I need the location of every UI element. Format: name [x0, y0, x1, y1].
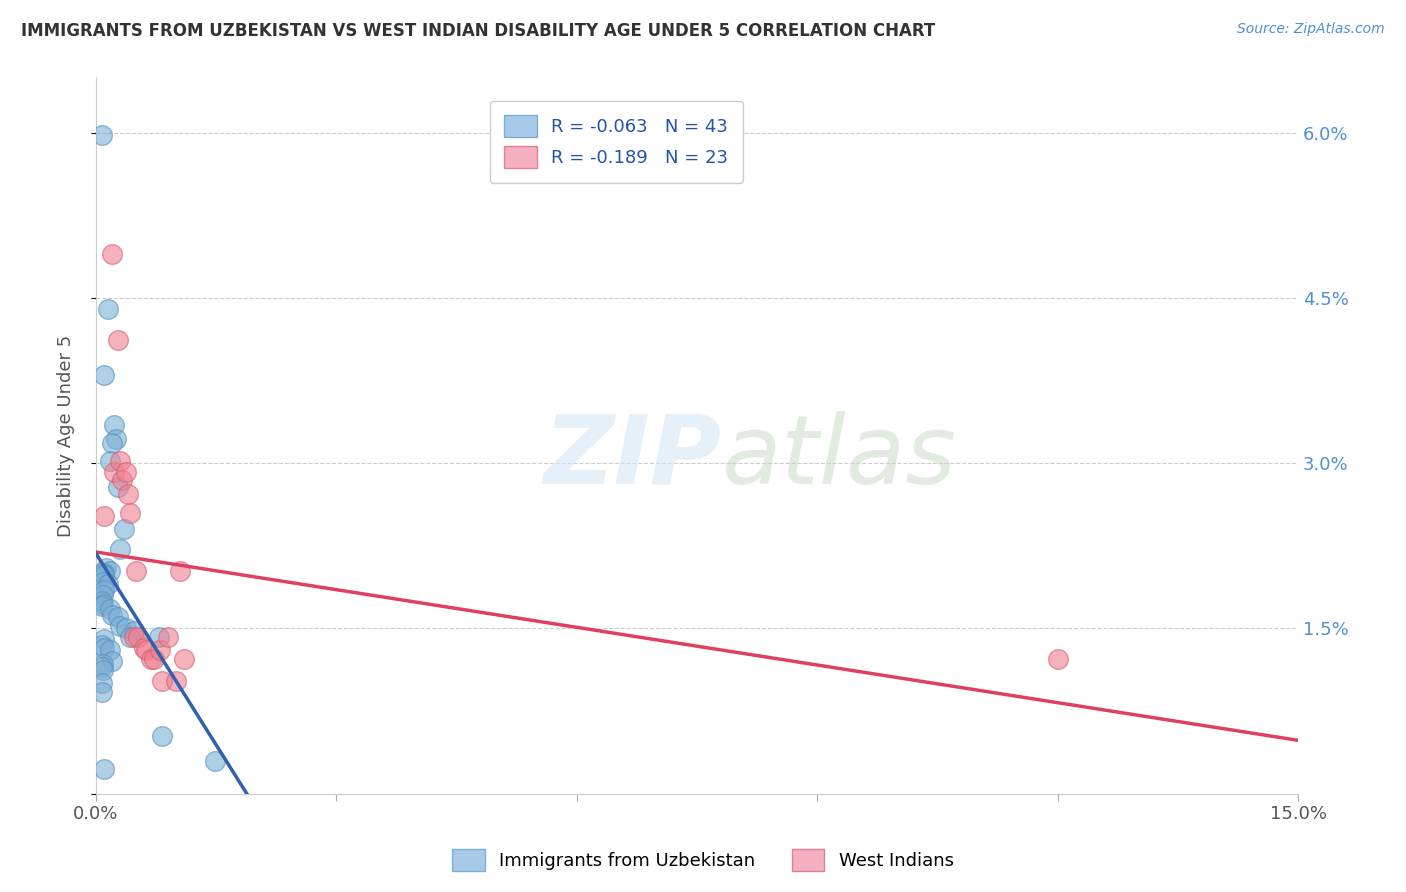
Point [150, 674, 173, 689]
Point [93, 368, 115, 382]
Point [100, 564, 122, 578]
Point [93, 566, 115, 581]
Point [91, 663, 114, 677]
Point [93, 568, 115, 582]
Text: Source: ZipAtlas.com: Source: ZipAtlas.com [1237, 22, 1385, 37]
Y-axis label: Disability Age Under 5: Disability Age Under 5 [58, 334, 75, 537]
Point [91, 676, 114, 690]
Point [139, 652, 162, 666]
Point [91, 588, 114, 602]
Point [91, 685, 114, 699]
Text: atlas: atlas [721, 410, 956, 504]
Point [94, 561, 117, 575]
Point [108, 542, 131, 557]
Point [93, 632, 115, 647]
Point [124, 630, 146, 644]
Point [97, 577, 120, 591]
Point [117, 487, 139, 501]
Point [100, 454, 122, 468]
Point [118, 630, 141, 644]
Point [148, 630, 170, 644]
Point [111, 473, 134, 487]
Point [127, 630, 149, 644]
Point [91, 597, 114, 611]
Point [150, 730, 173, 744]
Point [135, 643, 157, 657]
Point [100, 643, 122, 657]
Point [169, 564, 191, 578]
Point [142, 652, 165, 666]
Point [91, 657, 114, 671]
Point [107, 333, 129, 347]
Point [93, 641, 115, 656]
Point [91, 566, 114, 581]
Point [204, 754, 226, 768]
Text: IMMIGRANTS FROM UZBEKISTAN VS WEST INDIAN DISABILITY AGE UNDER 5 CORRELATION CHA: IMMIGRANTS FROM UZBEKISTAN VS WEST INDIA… [21, 22, 935, 40]
Point [103, 465, 125, 479]
Point [101, 608, 124, 623]
Point [103, 417, 125, 432]
Point [108, 454, 131, 468]
Legend: Immigrants from Uzbekistan, West Indians: Immigrants from Uzbekistan, West Indians [446, 842, 960, 879]
Point [115, 621, 138, 635]
Point [93, 508, 115, 523]
Point [157, 630, 180, 644]
Legend: R = -0.063   N = 43, R = -0.189   N = 23: R = -0.063 N = 43, R = -0.189 N = 23 [489, 101, 742, 183]
Point [115, 465, 138, 479]
Point [91, 638, 114, 652]
Point [91, 594, 114, 608]
Text: ZIP: ZIP [543, 410, 721, 504]
Point [93, 763, 115, 777]
Point [105, 432, 128, 446]
Point [173, 652, 195, 666]
Point [101, 655, 124, 669]
Point [165, 674, 187, 689]
Point [91, 575, 114, 590]
Point [93, 582, 115, 597]
Point [101, 436, 124, 450]
Point [108, 619, 131, 633]
Point [124, 624, 146, 638]
Point [91, 128, 114, 142]
Point [101, 246, 124, 260]
Point [91, 660, 114, 674]
Point [149, 643, 172, 657]
Point [107, 480, 129, 494]
Point [100, 601, 122, 615]
Point [1046, 652, 1069, 666]
Point [97, 301, 120, 316]
Point [125, 564, 148, 578]
Point [112, 522, 135, 536]
Point [132, 641, 155, 656]
Point [107, 610, 129, 624]
Point [91, 599, 114, 614]
Point [118, 506, 141, 520]
